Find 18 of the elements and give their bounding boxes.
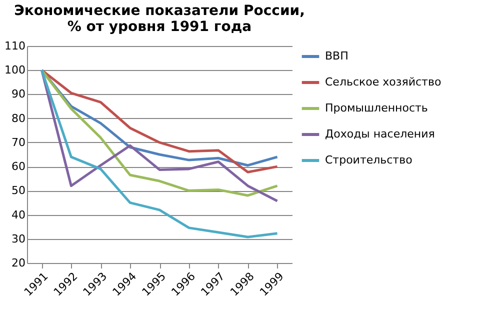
legend-label: Доходы населения bbox=[325, 128, 435, 140]
y-tick-label: 100 bbox=[4, 64, 26, 77]
y-tick-label: 20 bbox=[12, 256, 26, 270]
y-tick-label: 60 bbox=[12, 160, 26, 174]
y-tick-label: 70 bbox=[12, 136, 26, 149]
y-tick-label: 110 bbox=[4, 40, 26, 52]
y-tick-label: 30 bbox=[12, 232, 26, 246]
y-tick-label: 90 bbox=[12, 88, 26, 101]
text: Экономические показатели России, bbox=[14, 3, 305, 19]
legend-label: ВВП bbox=[325, 50, 348, 62]
legend-label: Строительство bbox=[325, 154, 413, 166]
legend-label: Промышленность bbox=[325, 102, 428, 114]
legend-label: Сельское хозяйство bbox=[325, 76, 442, 88]
y-tick-label: 80 bbox=[12, 112, 26, 125]
y-tick-label: 40 bbox=[12, 208, 26, 222]
line-series bbox=[40, 68, 279, 238]
text: % от уровня 1991 года bbox=[67, 19, 252, 35]
y-tick-label: 50 bbox=[12, 184, 26, 198]
